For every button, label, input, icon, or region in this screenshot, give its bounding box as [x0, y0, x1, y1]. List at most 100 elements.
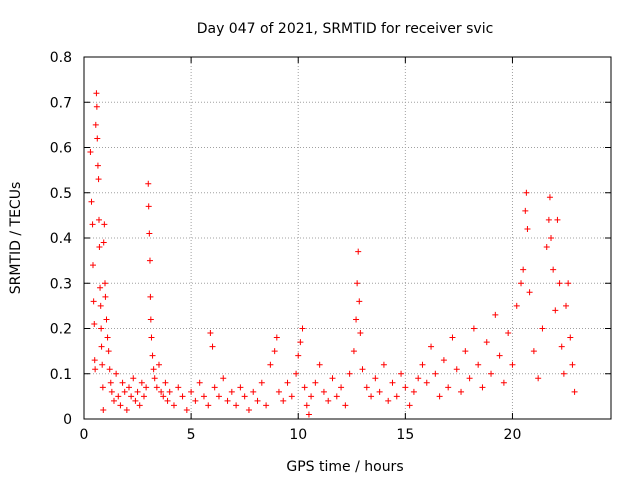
x-tick-label: 15 [396, 427, 414, 443]
data-point [101, 280, 108, 287]
data-point [200, 393, 207, 400]
data-point [94, 162, 101, 169]
y-tick-label: 0.8 [50, 50, 72, 66]
y-tick-label: 0.2 [50, 322, 72, 338]
data-point [110, 397, 117, 404]
data-point [342, 402, 349, 409]
data-point [280, 397, 287, 404]
data-point [215, 393, 222, 400]
data-point [97, 302, 104, 309]
data-point [91, 357, 98, 364]
data-point [522, 207, 529, 214]
data-point [357, 330, 364, 337]
data-point [284, 379, 291, 386]
data-point [571, 388, 578, 395]
data-point [93, 103, 100, 110]
data-point [496, 352, 503, 359]
data-point [509, 361, 516, 368]
data-point [166, 388, 173, 395]
data-point [228, 388, 235, 395]
data-point [241, 393, 248, 400]
data-point [117, 402, 124, 409]
data-point [100, 406, 107, 413]
data-point [320, 388, 327, 395]
data-point [410, 388, 417, 395]
data-point [97, 284, 104, 291]
data-point [567, 334, 574, 341]
data-point [355, 248, 362, 255]
y-tick-label: 0.6 [50, 141, 72, 157]
data-point [530, 348, 537, 355]
data-point [552, 307, 559, 314]
data-point [432, 370, 439, 377]
data-point [115, 393, 122, 400]
data-point [376, 388, 383, 395]
data-point [211, 384, 218, 391]
data-point [188, 388, 195, 395]
data-point [258, 379, 265, 386]
data-point [107, 379, 114, 386]
data-point [449, 334, 456, 341]
data-point [483, 339, 490, 346]
data-point [105, 348, 112, 355]
data-point [125, 384, 132, 391]
data-point [423, 379, 430, 386]
data-point [453, 366, 460, 373]
data-point [245, 406, 252, 413]
data-point [102, 293, 109, 300]
data-point [128, 393, 135, 400]
data-point [164, 397, 171, 404]
data-point [440, 357, 447, 364]
data-point [398, 370, 405, 377]
data-point [470, 325, 477, 332]
data-point [462, 348, 469, 355]
data-point [94, 135, 101, 142]
data-point [419, 361, 426, 368]
data-point [305, 411, 312, 418]
y-tick-label: 0.4 [50, 231, 72, 247]
data-point [445, 384, 452, 391]
y-tick-label: 0.7 [50, 95, 72, 111]
data-point [458, 388, 465, 395]
data-point [520, 266, 527, 273]
data-point [158, 388, 165, 395]
data-point [98, 325, 105, 332]
data-point [569, 361, 576, 368]
data-point [550, 266, 557, 273]
data-point [108, 388, 115, 395]
data-point [101, 221, 108, 228]
grid-lines [84, 57, 611, 419]
x-tick-label: 5 [187, 427, 196, 443]
data-point [237, 384, 244, 391]
data-point [466, 375, 473, 382]
data-point [524, 225, 531, 232]
data-point [535, 375, 542, 382]
data-point [148, 334, 155, 341]
data-point [90, 298, 97, 305]
data-point [179, 393, 186, 400]
data-point [488, 370, 495, 377]
data-point [147, 316, 154, 323]
data-point [136, 402, 143, 409]
data-point [293, 370, 300, 377]
data-point [543, 244, 550, 251]
data-point [303, 402, 310, 409]
data-point [558, 343, 565, 350]
data-point [273, 334, 280, 341]
data-point [354, 280, 361, 287]
data-point [545, 216, 552, 223]
data-point [153, 384, 160, 391]
data-point [267, 361, 274, 368]
data-point [89, 262, 96, 269]
data-point [175, 384, 182, 391]
data-point [106, 366, 113, 373]
data-point [98, 343, 105, 350]
data-points [87, 90, 578, 418]
data-point [99, 361, 106, 368]
data-point [150, 366, 157, 373]
data-point [359, 366, 366, 373]
data-point [500, 379, 507, 386]
data-point [196, 379, 203, 386]
data-point [143, 384, 150, 391]
